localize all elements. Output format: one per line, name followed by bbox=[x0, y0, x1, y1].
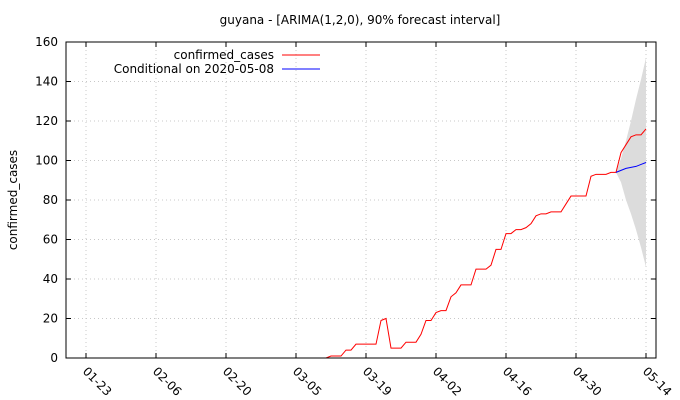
x-tick-label: 04-30 bbox=[570, 364, 605, 399]
forecast-interval bbox=[616, 57, 646, 268]
x-tick-label: 02-20 bbox=[220, 364, 255, 399]
y-tick-label: 100 bbox=[35, 154, 58, 168]
forecast-interval-band bbox=[616, 57, 646, 268]
grid bbox=[66, 42, 656, 358]
chart-title: guyana - [ARIMA(1,2,0), 90% forecast int… bbox=[220, 13, 501, 27]
y-tick-label: 120 bbox=[35, 114, 58, 128]
x-tick-label: 04-16 bbox=[500, 364, 535, 399]
y-tick-label: 20 bbox=[43, 312, 58, 326]
x-tick-label: 01-23 bbox=[80, 364, 115, 399]
legend: confirmed_cases Conditional on 2020-05-0… bbox=[114, 48, 320, 76]
y-tick-label: 60 bbox=[43, 233, 58, 247]
x-tick-label: 03-19 bbox=[360, 364, 395, 399]
x-tick-label: 04-02 bbox=[430, 364, 465, 399]
y-axis-label: confirmed_cases bbox=[6, 150, 20, 250]
y-tick-label: 40 bbox=[43, 272, 58, 286]
axis-ticks: 0 20 40 60 80 100 120 140 160 01-23 02-06 02-20 03-0… bbox=[35, 35, 674, 399]
y-tick-label: 160 bbox=[35, 35, 58, 49]
x-tick-label: 03-05 bbox=[290, 364, 325, 399]
x-tick-label: 02-06 bbox=[150, 364, 185, 399]
y-tick-label: 140 bbox=[35, 75, 58, 89]
legend-label-confirmed: confirmed_cases bbox=[174, 48, 274, 62]
series-lines bbox=[325, 128, 647, 359]
y-tick-label: 0 bbox=[50, 351, 58, 365]
series-line-confirmed-cases bbox=[325, 128, 647, 359]
x-tick-label: 05-14 bbox=[640, 364, 675, 399]
legend-label-conditional: Conditional on 2020-05-08 bbox=[114, 62, 274, 76]
y-tick-label: 80 bbox=[43, 193, 58, 207]
series-line-conditional bbox=[615, 162, 647, 173]
